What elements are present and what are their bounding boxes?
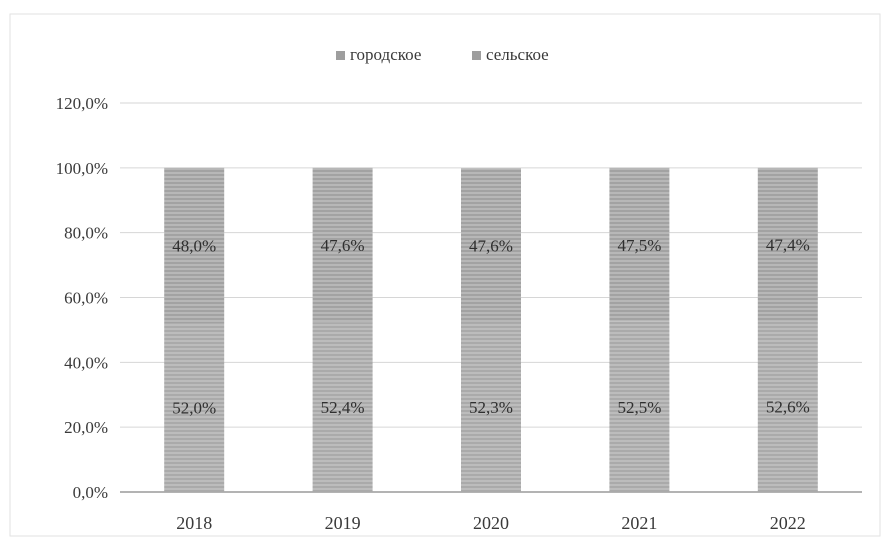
data-labels: 52,0% 48,0% 52,4% 47,6% 52,3% 47,6% 52,5% 47,5%… [172,236,810,418]
chart-frame [9,13,881,537]
data-label: 52,0% [172,399,216,418]
data-label: 48,0% [172,237,216,256]
bar-segment [164,323,225,492]
y-tick-label: 120,0% [56,94,108,113]
x-tick-label: 2018 [176,513,212,533]
legend-label: сельское [486,45,549,64]
data-label: 52,4% [321,398,365,417]
legend-swatch [472,51,481,60]
legend-label: городское [350,45,421,64]
x-tick-label: 2022 [770,513,806,533]
data-label: 52,3% [469,398,513,417]
legend-swatch [336,51,345,60]
bar-segment [312,322,373,492]
y-axis-ticks: 0,0% 20,0% 40,0% 60,0% 80,0% 100,0% 120,0% [56,94,108,502]
data-label: 47,6% [469,236,513,255]
data-label: 52,6% [766,398,810,417]
legend: городское сельское [336,45,549,64]
data-label: 47,4% [766,236,810,255]
x-tick-label: 2020 [473,513,509,533]
y-tick-label: 80,0% [64,224,108,243]
bars [164,167,818,492]
x-axis-ticks: 2018 2019 2020 2021 2022 [176,513,806,533]
bar-segment [461,322,521,492]
x-tick-label: 2019 [325,513,361,533]
y-tick-label: 100,0% [56,159,108,178]
y-tick-label: 20,0% [64,418,108,437]
y-tick-label: 0,0% [73,483,108,502]
data-label: 47,6% [321,236,365,255]
bar-segment [461,168,521,323]
x-tick-label: 2021 [621,513,657,533]
bar-segment [757,167,818,322]
data-label: 47,5% [617,236,661,255]
bar-segment [609,167,670,322]
bar-segment [609,321,670,492]
y-tick-label: 40,0% [64,353,108,372]
y-tick-label: 60,0% [64,289,108,308]
bar-segment [164,167,225,324]
data-label: 52,5% [617,398,661,417]
bar-segment [757,321,818,492]
bar-segment [312,167,373,323]
